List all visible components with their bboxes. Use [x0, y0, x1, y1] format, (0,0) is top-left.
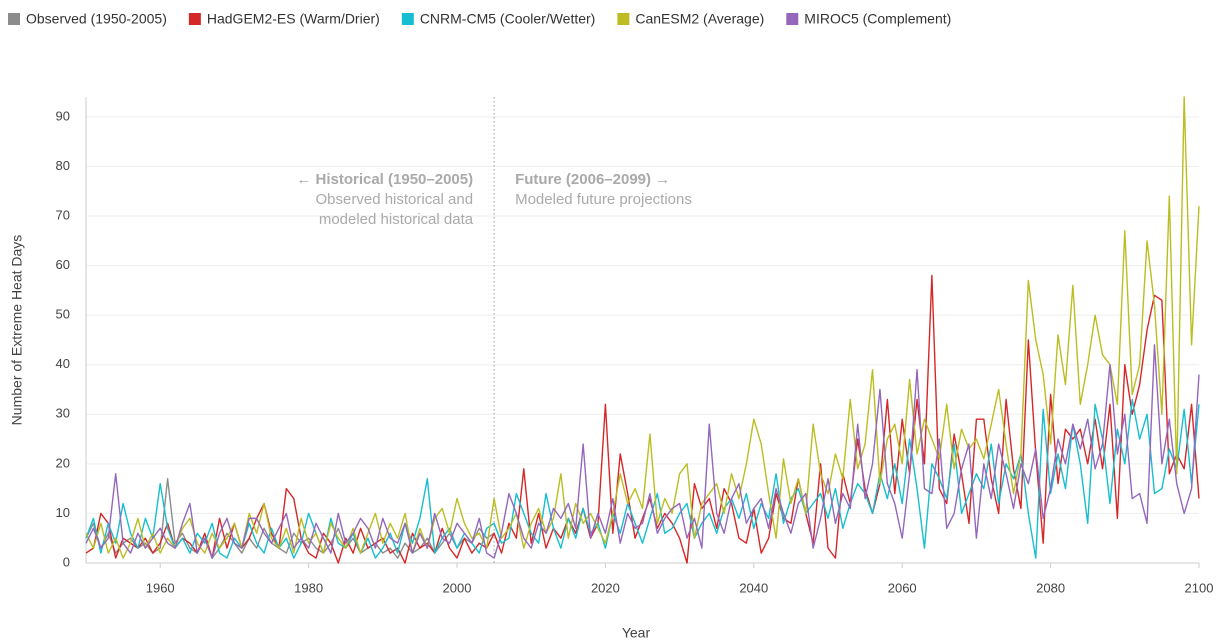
legend-label: CNRM-CM5 (Cooler/Wetter): [420, 11, 596, 27]
x-tick-label: 1980: [294, 580, 323, 595]
legend-marker: [786, 13, 799, 25]
y-tick-label: 20: [56, 455, 70, 470]
annotation: ← Historical (1950–2005): [296, 171, 473, 188]
series-line: [85, 96, 1200, 559]
y-tick-label: 90: [56, 108, 70, 123]
legend-marker: [401, 13, 414, 25]
legend-marker: [617, 13, 630, 25]
y-tick-label: 80: [56, 158, 70, 173]
y-axis-label: Number of Extreme Heat Days: [9, 235, 25, 426]
y-tick-label: 60: [56, 257, 70, 272]
x-tick-label: 2000: [443, 580, 472, 595]
y-tick-label: 10: [56, 505, 70, 520]
annotation: Observed historical and: [316, 191, 474, 208]
x-tick-label: 1960: [146, 580, 175, 595]
y-tick-label: 50: [56, 307, 70, 322]
legend-label: MIROC5 (Complement): [804, 11, 951, 27]
legend-label: HadGEM2-ES (Warm/Drier): [207, 11, 380, 27]
legend: Observed (1950-2005) HadGEM2-ES (Warm/Dri…: [8, 11, 951, 27]
y-tick-label: 0: [63, 554, 70, 569]
series-line: [85, 398, 1200, 559]
legend-marker: [188, 13, 201, 25]
x-tick-label: 2060: [888, 580, 917, 595]
x-tick-label: 2100: [1185, 580, 1214, 595]
annotation: modeled historical data: [319, 211, 474, 228]
annotation: Modeled future projections: [515, 191, 692, 208]
annotation: Future (2006–2099) →: [515, 171, 670, 188]
y-tick-label: 40: [56, 356, 70, 371]
x-tick-label: 2080: [1036, 580, 1065, 595]
x-tick-label: 2020: [591, 580, 620, 595]
y-tick-label: 70: [56, 207, 70, 222]
x-axis-label: Year: [622, 625, 651, 641]
legend-marker: [8, 13, 20, 25]
series-line: [85, 344, 1200, 559]
y-tick-label: 30: [56, 406, 70, 421]
x-tick-label: 2040: [739, 580, 768, 595]
series-line: [85, 274, 1200, 564]
legend-label: CanESM2 (Average): [635, 11, 764, 27]
legend-label: Observed (1950-2005): [26, 11, 167, 27]
